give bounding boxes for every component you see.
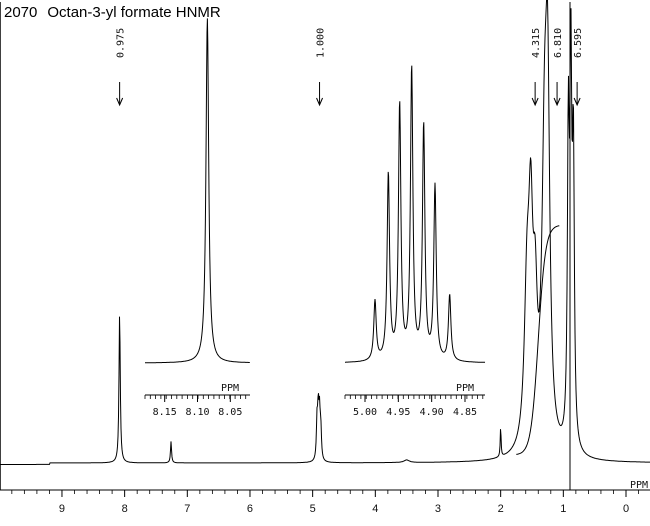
spectrum-title: Octan-3-yl formate HNMR (47, 4, 221, 21)
inset-ppm-label: PPM (456, 383, 474, 394)
inset-tick-label: 4.95 (386, 407, 410, 418)
inset-ppm-label: PPM (221, 383, 239, 394)
x-axis-label: PPM (630, 480, 648, 491)
integration-arrow-head (116, 97, 124, 107)
x-tick-label: 4 (372, 503, 378, 515)
x-tick-label: 2 (498, 503, 504, 515)
x-tick-label: 1 (560, 503, 566, 515)
integration-arrow-head (573, 97, 581, 107)
x-tick-label: 7 (184, 503, 190, 515)
inset-tick-label: 4.90 (420, 407, 444, 418)
inset-tick-label: 8.15 (153, 407, 177, 418)
inset-tick-label: 4.85 (453, 407, 477, 418)
inset-trace (345, 65, 486, 363)
x-tick-label: 6 (247, 503, 253, 515)
inset-methine-proton: 5.00 4.95 4.90 4.85 PPM (344, 65, 486, 418)
chart-frame (0, 2, 571, 490)
inset-trace (145, 18, 250, 364)
inset-formate-proton: 8.15 8.10 8.05 PPM (144, 18, 250, 418)
x-tick-label: 9 (59, 503, 65, 515)
inset-tick-label: 5.00 (353, 407, 377, 418)
integration-arrow-head (531, 97, 539, 107)
main-spectrum (0, 0, 650, 465)
spectrum-number: 2070 (4, 4, 38, 21)
chart-title: 2070 Octan-3-yl formate HNMR (4, 4, 221, 21)
integration-value: 6.810 (553, 28, 564, 58)
integration-labels: 0.975 1.000 4.315 6.810 6.595 (116, 28, 584, 107)
inset-tick-label: 8.10 (185, 407, 209, 418)
integration-arrow-head (553, 97, 561, 107)
x-tick-label: 5 (310, 503, 316, 515)
integration-value: 6.595 (573, 28, 584, 58)
integration-arrow-head (316, 97, 324, 107)
x-tick-label: 3 (435, 503, 441, 515)
x-axis: 9 8 7 6 5 4 3 2 1 0 PPM (0, 480, 650, 515)
x-tick-label: 8 (122, 503, 128, 515)
integration-value: 0.975 (116, 28, 127, 58)
x-tick-label: 0 (623, 503, 629, 515)
integration-value: 4.315 (531, 28, 542, 58)
inset-tick-label: 8.05 (218, 407, 242, 418)
inset-spectra: 8.15 8.10 8.05 PPM 5.00 4.95 4.90 4.85 PPM (144, 18, 486, 418)
integral-curve (516, 225, 560, 455)
integration-value: 1.000 (316, 28, 327, 58)
spectrum-trace (0, 0, 650, 465)
